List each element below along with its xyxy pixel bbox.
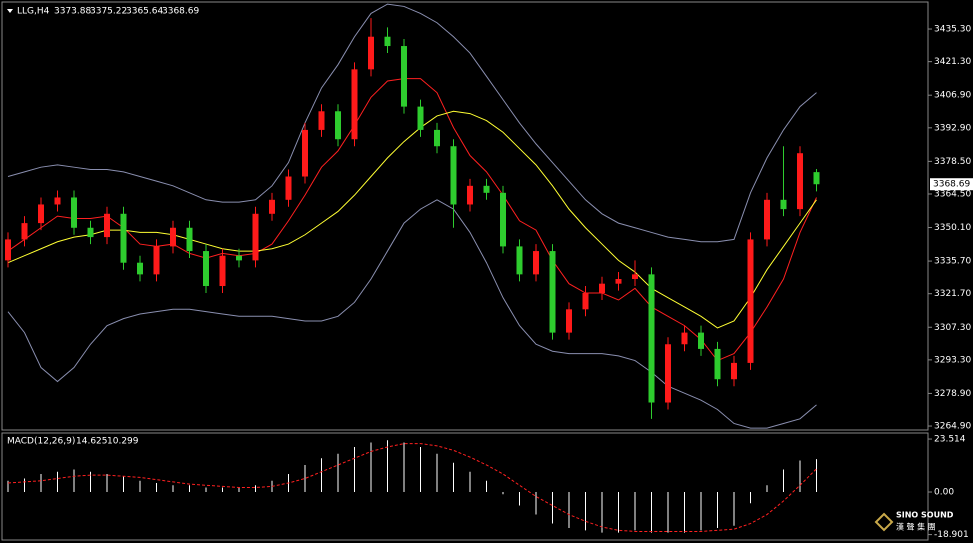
indicator-line (7, 199, 817, 429)
low-value: 3365.64 (126, 7, 163, 17)
candle-body (747, 239, 754, 363)
macd-title: MACD(12,26,9) (7, 437, 75, 447)
open-value: 3373.88 (54, 7, 91, 17)
candle-body (236, 255, 242, 261)
candle-body (87, 227, 94, 238)
candle-body (813, 172, 820, 185)
candle-body (549, 251, 556, 333)
y-tick-label: 3350.10 (934, 223, 971, 233)
current-price: 3368.69 (933, 180, 970, 190)
candle-body (186, 227, 193, 252)
y-tick-label: 3293.30 (934, 355, 971, 365)
candle-body (615, 279, 622, 284)
candle-body (764, 199, 770, 240)
macd-panel (1, 432, 929, 541)
candle-body (681, 332, 688, 345)
menu-arrow (7, 9, 13, 13)
y-tick-label: -18.901 (934, 530, 969, 540)
candle-body (335, 111, 341, 140)
candle-body (71, 197, 77, 228)
candle-body (533, 251, 539, 275)
candle-body (318, 111, 325, 130)
candle-body (467, 185, 473, 205)
candle-body (434, 129, 440, 147)
candle-body (483, 185, 490, 193)
signal-value: 10.299 (107, 437, 139, 447)
logo-icon (874, 512, 894, 532)
indicator-line (7, 3, 817, 243)
candle-body (21, 223, 28, 240)
macd-plot (7, 440, 817, 533)
candle-body (170, 227, 176, 247)
candle-body (797, 153, 803, 210)
candle-body (54, 197, 61, 205)
logo-name: SINO SOUND (896, 511, 954, 520)
candle-body (665, 344, 671, 403)
y-tick-label: 3335.70 (934, 257, 971, 267)
candle-body (714, 348, 721, 380)
candle-body (302, 129, 308, 177)
y-tick-label: 3364.50 (934, 189, 971, 199)
candle-body (137, 262, 143, 275)
y-tick-label: 3378.50 (934, 157, 971, 167)
candle-body (368, 36, 374, 70)
y-tick-label: 3435.30 (934, 25, 971, 35)
y-tick-label: 3406.90 (934, 91, 971, 101)
candle-body (566, 309, 572, 333)
y-tick-label: 23.514 (934, 435, 966, 445)
candle-body (219, 255, 226, 287)
candle-body (599, 283, 605, 294)
close-value: 3368.69 (162, 7, 199, 17)
candle-body (632, 274, 638, 280)
main-plot (5, 3, 820, 429)
indicator-line (7, 78, 817, 362)
y-tick-label: 3264.90 (934, 422, 971, 432)
candle-body (500, 192, 506, 247)
candle-body (38, 204, 44, 224)
candle-body (269, 199, 275, 214)
logo-subtitle: 漢 聲 集 團 (896, 522, 936, 532)
candle-body (104, 213, 110, 238)
candle-body (417, 106, 424, 130)
indicator-line (7, 110, 817, 329)
y-tick-label: 3321.70 (934, 289, 971, 299)
signal-line (7, 443, 817, 532)
candle-body (351, 69, 358, 140)
candle-body (203, 251, 209, 287)
high-value: 3375.22 (90, 7, 127, 17)
current-price-box (930, 178, 973, 191)
main-panel (1, 1, 929, 431)
y-tick-label: 0.00 (934, 488, 954, 498)
logo: SINO SOUND 漢 聲 集 團 (874, 511, 954, 532)
candle-body (648, 274, 655, 403)
candle-body (120, 213, 127, 263)
candle-body (5, 239, 11, 261)
y-tick-label: 3278.90 (934, 389, 971, 399)
candle-body (252, 213, 259, 261)
candle-body (731, 362, 737, 380)
y-tick-label: 3421.30 (934, 57, 971, 67)
y-tick-label: 3392.90 (934, 123, 971, 133)
y-tick-label: 3307.30 (934, 323, 971, 333)
candle-body (780, 199, 787, 210)
candle-body (285, 176, 292, 200)
candle-body (384, 36, 391, 47)
candle-body (516, 246, 523, 275)
axes: 3435.30 3421.30 3406.90 3392.90 3378.50 3364.… (928, 25, 973, 540)
symbol: LLG,H4 (17, 7, 50, 17)
macd-value: 14.625 (76, 437, 108, 447)
candle-body (153, 246, 160, 275)
candle-body (582, 293, 589, 310)
candle-body (450, 146, 457, 205)
candle-body (401, 46, 407, 107)
candle-body (698, 332, 704, 349)
